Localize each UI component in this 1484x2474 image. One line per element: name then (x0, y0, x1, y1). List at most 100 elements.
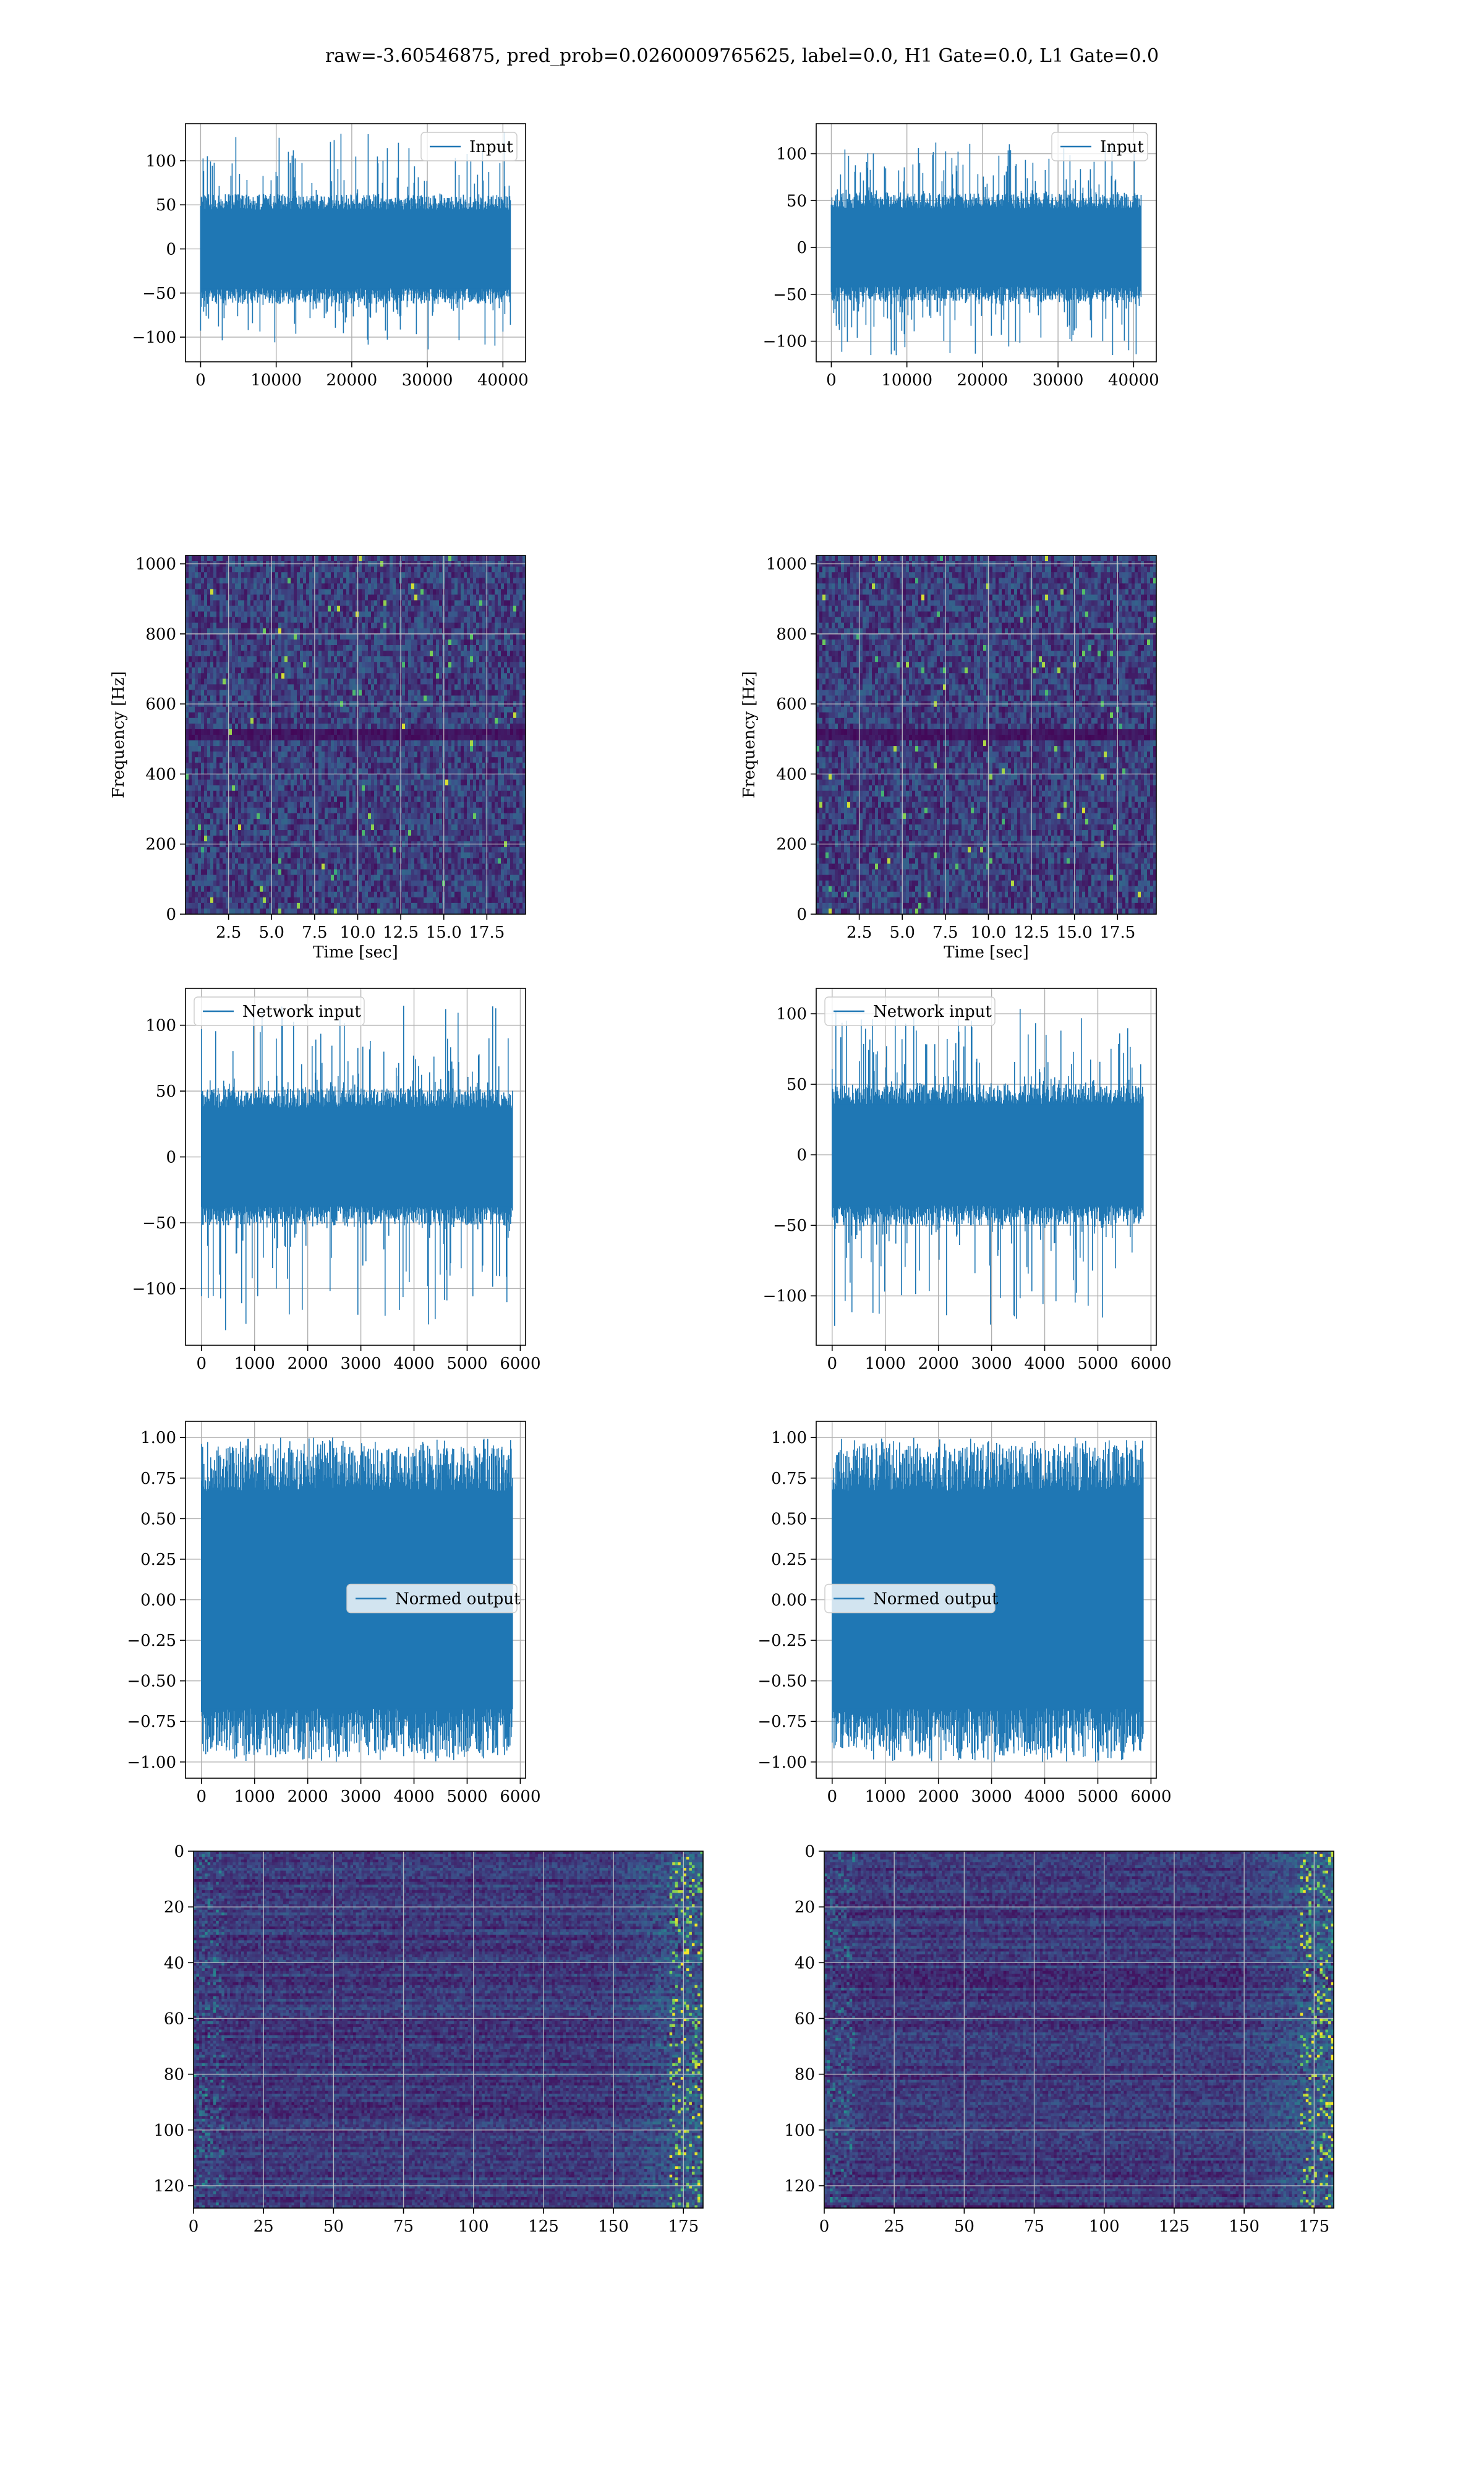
heatmap-cell (451, 774, 455, 780)
heatmap-cell (482, 707, 486, 713)
heatmap-cell (393, 735, 396, 741)
heatmap-cell (291, 791, 294, 797)
heatmap-cell (470, 640, 474, 646)
heatmap-cell (207, 713, 211, 719)
heatmap-cell (380, 589, 384, 595)
heatmap-cell (300, 678, 304, 685)
heatmap-cell (328, 707, 331, 713)
heatmap-cell (294, 673, 297, 679)
heatmap-cell (288, 589, 291, 595)
heatmap-cell (362, 746, 365, 752)
heatmap-cell (507, 628, 511, 635)
heatmap-cell (334, 628, 338, 635)
heatmap-cell (201, 572, 205, 578)
heatmap-cell (272, 583, 276, 589)
heatmap-cell (510, 594, 514, 601)
heatmap-cell (482, 572, 486, 578)
heatmap-cell (461, 578, 464, 584)
heatmap-cell (328, 628, 331, 635)
heatmap-cell (328, 567, 331, 573)
heatmap-cell (439, 729, 443, 735)
heatmap-cell (513, 651, 517, 657)
heatmap-cell (223, 791, 226, 797)
heatmap-cell (482, 662, 486, 668)
heatmap-cell (266, 735, 270, 741)
heatmap-cell (433, 612, 437, 618)
heatmap-cell (260, 729, 263, 735)
heatmap-cell (433, 617, 437, 623)
heatmap-cell (365, 572, 369, 578)
heatmap-cell (294, 623, 297, 629)
heatmap-cell (368, 746, 372, 752)
heatmap-cell (254, 583, 257, 589)
heatmap-cell (390, 763, 393, 769)
heatmap-cell (427, 797, 430, 803)
heatmap-cell (470, 567, 474, 573)
heatmap-cell (424, 746, 427, 752)
heatmap-cell (470, 746, 474, 752)
heatmap-cell (288, 617, 291, 623)
heatmap-cell (250, 802, 254, 808)
heatmap-cell (451, 601, 455, 607)
heatmap-cell (433, 589, 437, 595)
heatmap-cell (461, 768, 464, 774)
heatmap-cell (186, 678, 189, 685)
heatmap-cell (371, 729, 375, 735)
heatmap-cell (349, 724, 353, 730)
heatmap-cell (309, 740, 313, 747)
heatmap-cell (309, 746, 313, 752)
heatmap-cell (272, 746, 276, 752)
heatmap-cell (263, 667, 267, 674)
heatmap-cell (451, 583, 455, 589)
heatmap-cell (495, 612, 498, 618)
heatmap-cell (207, 555, 211, 562)
heatmap-cell (498, 578, 501, 584)
heatmap-cell (402, 774, 406, 780)
heatmap-cell (390, 594, 393, 601)
heatmap-cell (322, 601, 325, 607)
heatmap-cell (204, 567, 208, 573)
heatmap-cell (365, 634, 369, 640)
heatmap-cell (519, 751, 523, 758)
heatmap-cell (210, 651, 214, 657)
heatmap-cell (337, 802, 341, 808)
heatmap-cell (284, 763, 288, 769)
heatmap-cell (402, 667, 406, 674)
heatmap-cell (464, 746, 467, 752)
heatmap-cell (510, 791, 514, 797)
heatmap-cell (291, 724, 294, 730)
heatmap-cell (250, 735, 254, 741)
heatmap-cell (322, 640, 325, 646)
heatmap-cell (420, 763, 424, 769)
heatmap-cell (405, 667, 409, 674)
heatmap-cell (254, 797, 257, 803)
heatmap-cell (371, 751, 375, 758)
heatmap-cell (343, 678, 347, 685)
heatmap-cell (510, 780, 514, 786)
heatmap-cell (507, 617, 511, 623)
heatmap-cell (492, 713, 495, 719)
heatmap-cell (229, 667, 232, 674)
heatmap-cell (349, 656, 353, 662)
heatmap-cell (470, 763, 474, 769)
heatmap-cell (390, 612, 393, 618)
heatmap-cell (306, 690, 310, 696)
heatmap-cell (436, 678, 440, 685)
heatmap-cell (390, 572, 393, 578)
heatmap-cell (325, 589, 328, 595)
heatmap-cell (374, 763, 378, 769)
heatmap-cell (331, 555, 335, 562)
heatmap-cell (186, 555, 189, 562)
heatmap-cell (445, 606, 449, 612)
heatmap-cell (365, 640, 369, 646)
heatmap-cell (501, 751, 505, 758)
heatmap-cell (352, 594, 356, 601)
heatmap-cell (216, 757, 220, 763)
heatmap-cell (433, 735, 437, 741)
heatmap-cell (241, 797, 245, 803)
heatmap-cell (291, 606, 294, 612)
heatmap-cell (281, 678, 285, 685)
heatmap-cell (359, 583, 362, 589)
heatmap-cell (207, 601, 211, 607)
heatmap-cell (510, 718, 514, 724)
